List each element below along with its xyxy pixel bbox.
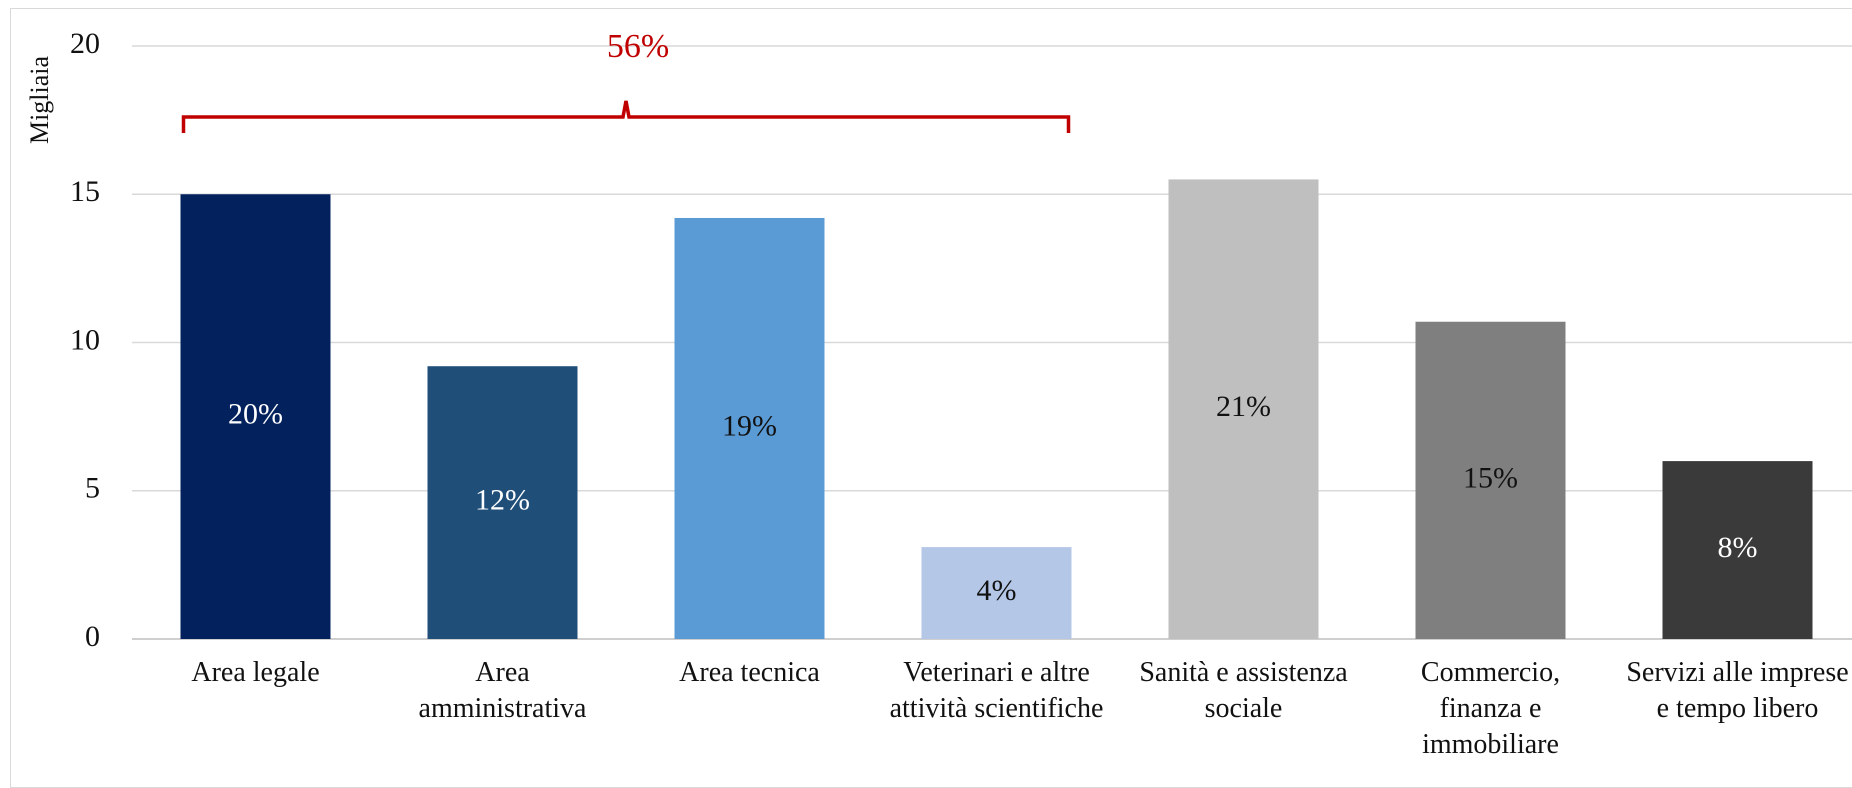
bar-label: 12% <box>475 484 530 517</box>
x-tick-label: Area tecnica <box>620 655 880 691</box>
x-tick-label: Veterinari e altre attività scientifiche <box>867 655 1127 727</box>
bar-label: 21% <box>1216 390 1271 423</box>
x-tick-label: Sanità e assistenza sociale <box>1114 655 1374 727</box>
x-tick-label: Area amministrativa <box>373 655 633 727</box>
y-tick-label: 0 <box>85 620 100 653</box>
x-tick-label: Area legale <box>126 655 386 691</box>
bar-label: 19% <box>722 409 777 442</box>
bar-label: 4% <box>977 574 1017 607</box>
bracket <box>184 101 1069 133</box>
x-tick-label: Servizi alle imprese e tempo libero <box>1608 655 1852 727</box>
y-tick-label: 15 <box>70 175 100 208</box>
bar-label: 8% <box>1718 531 1758 564</box>
chart: Migliaia 0 5 10 15 20 20% 12% 19% 4% 21% 15% 8% 56% <box>0 0 1852 769</box>
y-tick-label: 5 <box>85 472 100 505</box>
bar-label: 20% <box>228 398 283 431</box>
y-tick-label: 20 <box>70 27 100 60</box>
y-tick-label: 10 <box>70 323 100 356</box>
x-tick-label: Commercio, finanza e immobiliare <box>1361 655 1621 763</box>
bar-label: 15% <box>1463 461 1518 494</box>
y-axis-label: Migliaia <box>25 55 54 144</box>
annotation: 56% <box>607 28 669 65</box>
